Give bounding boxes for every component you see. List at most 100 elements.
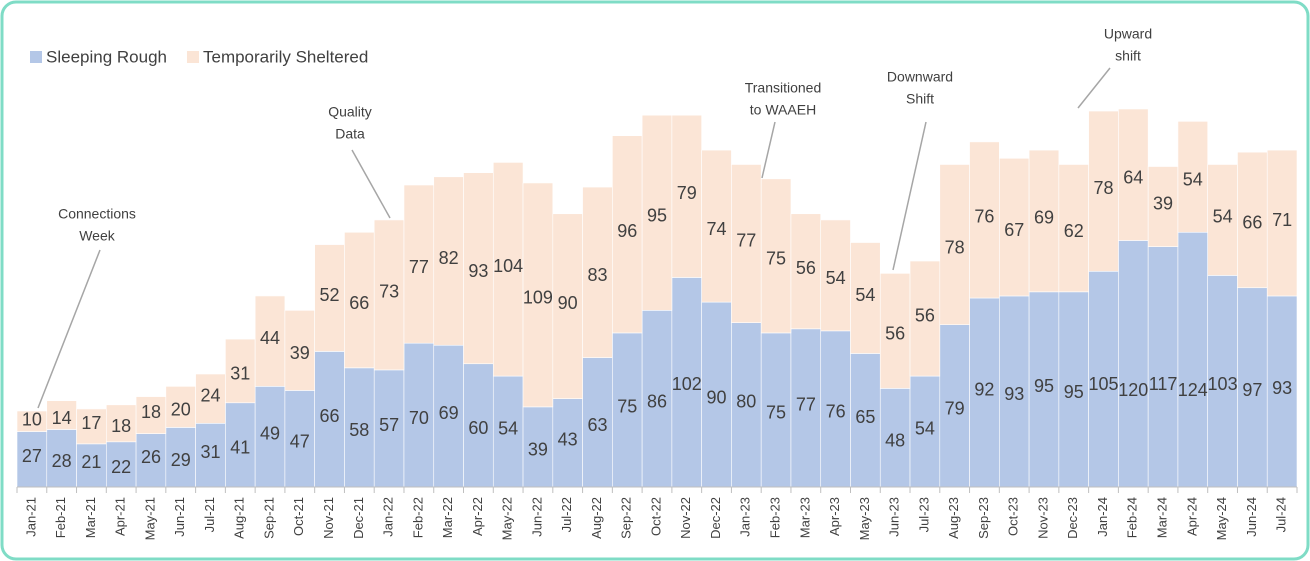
bar-segment	[403, 184, 435, 344]
data-label: 67	[1004, 220, 1024, 240]
legend-swatch	[30, 51, 42, 63]
bar-segment	[344, 367, 375, 488]
legend-swatch	[186, 51, 199, 63]
bar-segment	[701, 149, 732, 303]
x-tick-label: Sep-21	[261, 497, 276, 539]
data-label: 17	[81, 413, 101, 433]
data-label: 77	[736, 230, 756, 250]
x-tick-label: Dec-23	[1065, 497, 1080, 539]
data-label: 78	[1093, 178, 1113, 198]
data-label: 92	[974, 379, 994, 399]
annotation-leader	[761, 121, 776, 179]
data-label: 104	[493, 256, 523, 276]
bar-segment	[1028, 149, 1060, 293]
data-label: 69	[1034, 208, 1054, 228]
x-tick-label: Jul-24	[1274, 497, 1289, 532]
bar-segment	[522, 182, 554, 408]
data-label: 27	[22, 446, 42, 466]
data-label: 97	[1242, 380, 1262, 400]
x-tick-label: Nov-22	[678, 497, 693, 539]
bar-segment	[1028, 291, 1060, 488]
bar-segment	[165, 386, 196, 428]
data-label: 63	[587, 415, 607, 435]
data-label: 58	[349, 420, 369, 440]
bar-segment	[1207, 275, 1238, 488]
data-label: 96	[617, 221, 637, 241]
x-tick-label: Mar-21	[83, 497, 98, 538]
data-label: 73	[379, 282, 399, 302]
data-label: 49	[260, 423, 280, 443]
data-label: 120	[1118, 380, 1148, 400]
bar-segment	[582, 357, 613, 488]
x-tick-label: Sep-23	[976, 497, 991, 539]
data-label: 39	[290, 343, 310, 363]
data-label: 93	[1004, 384, 1024, 404]
annotation: Connections	[58, 206, 136, 222]
data-label: 66	[349, 293, 369, 313]
data-label: 64	[1123, 167, 1143, 187]
data-label: 93	[1272, 378, 1292, 398]
data-label: 78	[945, 237, 965, 257]
data-label: 41	[230, 438, 250, 458]
data-label: 18	[111, 416, 131, 436]
bar-segment	[284, 310, 315, 391]
bar-segment	[879, 273, 911, 389]
bar-segment	[46, 400, 77, 430]
bar-segment	[1266, 149, 1298, 297]
bar-segment	[760, 332, 792, 488]
x-tick-label: Feb-24	[1125, 497, 1140, 538]
bar-segment	[1237, 151, 1268, 289]
bar-segment	[641, 114, 673, 311]
data-label: 18	[141, 402, 161, 422]
bar-segment	[701, 301, 732, 488]
x-tick-label: Jul-21	[202, 497, 217, 532]
data-label: 54	[915, 418, 935, 438]
x-tick-label: Jun-21	[172, 497, 187, 537]
x-tick-label: Apr-23	[827, 497, 842, 536]
data-label: 95	[647, 205, 667, 225]
bar-segment	[671, 277, 702, 488]
bar-segment	[1118, 108, 1149, 241]
data-label: 109	[523, 288, 553, 308]
x-tick-label: Oct-23	[1006, 497, 1021, 536]
x-tick-label: Jul-22	[559, 497, 574, 532]
x-tick-label: Feb-23	[768, 497, 783, 538]
data-label: 71	[1272, 210, 1292, 230]
bar-segment	[1058, 164, 1089, 293]
x-tick-label: Aug-22	[589, 497, 604, 539]
bar-segment	[1207, 164, 1238, 276]
data-label: 77	[409, 257, 429, 277]
data-label: 66	[1242, 213, 1262, 233]
data-label: 54	[855, 285, 875, 305]
bar-segment	[939, 164, 970, 326]
bar-segment	[492, 375, 524, 488]
bar-segment	[106, 404, 137, 443]
data-label: 10	[22, 410, 42, 430]
bar-segment	[76, 408, 107, 445]
data-label: 22	[111, 457, 131, 477]
annotation: Week	[79, 228, 116, 244]
x-tick-label: May-22	[500, 497, 515, 540]
data-label: 93	[468, 261, 488, 281]
bar-segment	[314, 244, 345, 352]
data-label: 65	[855, 407, 875, 427]
data-label: 52	[320, 285, 340, 305]
data-label: 75	[617, 397, 637, 417]
bar-segment	[433, 176, 464, 346]
x-tick-label: May-23	[857, 497, 872, 540]
x-tick-label: Nov-23	[1035, 497, 1050, 539]
data-label: 31	[200, 442, 220, 462]
x-tick-label: Mar-24	[1154, 497, 1169, 538]
data-label: 28	[52, 451, 72, 471]
bar-segment	[1177, 231, 1208, 488]
bar-segment	[1266, 295, 1298, 488]
data-label: 80	[736, 392, 756, 412]
data-label: 56	[885, 324, 905, 344]
data-label: 95	[1064, 382, 1084, 402]
data-label: 74	[707, 219, 727, 239]
data-label: 117	[1149, 374, 1178, 394]
x-tick-label: Jun-22	[529, 497, 544, 537]
data-label: 77	[796, 395, 816, 415]
data-label: 57	[379, 415, 399, 435]
data-label: 102	[672, 374, 702, 394]
